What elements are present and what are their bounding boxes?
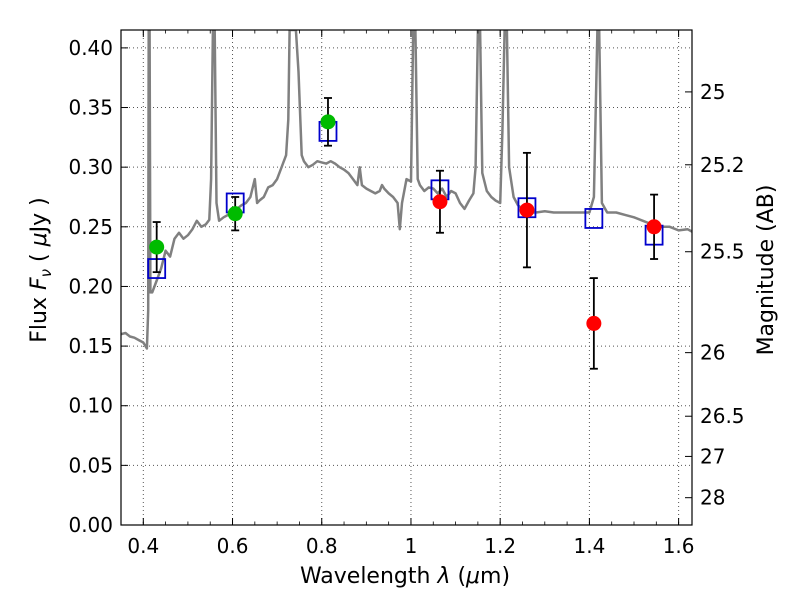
y-axis-label-part-3: ν	[37, 269, 55, 277]
x-tick-label: 1	[405, 534, 418, 558]
y2-tick-label: 25.2	[700, 153, 745, 177]
x-axis-label: Wavelength λ (μm)	[300, 564, 510, 589]
plot-layer	[121, 30, 692, 370]
y2-tick-label: 26	[700, 341, 725, 365]
y-axis-label-part-4: (	[27, 246, 52, 269]
y2-tick-label: 25	[700, 80, 725, 104]
y2-tick-label: 26.5	[700, 404, 745, 428]
y-tick-label: 0.35	[68, 96, 113, 120]
x-axis-label-part-5: m)	[480, 564, 510, 589]
y-tick-label: 0.30	[68, 155, 113, 179]
red-point-marker	[519, 202, 535, 218]
y-axis-label-part-1: Flux	[27, 290, 52, 343]
red-point-marker	[432, 194, 448, 210]
x-axis-label-part-3: (	[450, 564, 466, 589]
labels-layer: Wavelength λ (μm) Flux Fν ( μJy ) Magnit…	[27, 185, 779, 589]
x-axis-label-part-4: μ	[465, 564, 480, 589]
y-axis-label: Flux Fν ( μJy )	[27, 197, 55, 342]
y-axis-label-part-5: μ	[27, 232, 52, 247]
y-axis-label-part-2: F	[27, 277, 52, 290]
y2-tick-label: 28	[700, 486, 725, 510]
x-axis-label-part-2: λ	[436, 564, 450, 589]
green-point-marker	[320, 114, 336, 130]
green-point-marker	[149, 239, 165, 255]
y-tick-label: 0.10	[68, 394, 113, 418]
x-tick-label: 1.6	[663, 534, 695, 558]
x-tick-label: 0.8	[306, 534, 338, 558]
clipped-plot-group	[121, 30, 692, 370]
y-axis-label-part-6: Jy )	[27, 197, 52, 234]
y-tick-label: 0.25	[68, 215, 113, 239]
x-tick-label: 0.6	[217, 534, 249, 558]
y-tick-label: 0.20	[68, 274, 113, 298]
y-tick-label: 0.05	[68, 453, 113, 477]
y-tick-label: 0.40	[68, 36, 113, 60]
plot-frame	[120, 29, 693, 526]
y-tick-label: 0.15	[68, 334, 113, 358]
grid-layer	[121, 30, 692, 526]
red-point-marker	[646, 219, 662, 235]
x-tick-label: 1.4	[573, 534, 605, 558]
y2-axis-label: Magnitude (AB)	[754, 185, 779, 356]
y2-tick-label: 27	[700, 444, 725, 468]
x-tick-label: 0.4	[127, 534, 159, 558]
red-point-marker	[586, 315, 602, 331]
green-point-marker	[227, 206, 243, 222]
x-tick-label: 1.2	[484, 534, 516, 558]
x-axis-label-part-1: Wavelength	[300, 564, 438, 589]
y2-tick-label: 25.5	[700, 240, 745, 264]
y-tick-label: 0.00	[68, 513, 113, 537]
model-square-marker	[584, 208, 604, 229]
axes-layer: 0.4 0.6 0.8 1 1.2 1.4 1.6 0.00 0.05 0.10 0.15 0.20 0…	[68, 29, 745, 558]
